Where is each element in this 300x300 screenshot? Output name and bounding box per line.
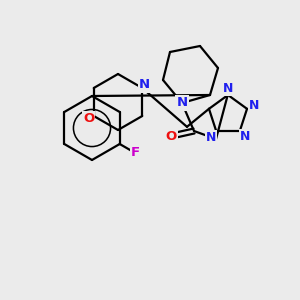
Text: N: N	[139, 79, 150, 92]
Text: N: N	[240, 130, 250, 143]
Text: F: F	[131, 146, 140, 160]
Text: O: O	[83, 112, 94, 125]
Text: N: N	[176, 97, 188, 110]
Text: N: N	[223, 82, 233, 94]
Text: N: N	[249, 99, 259, 112]
Text: N: N	[206, 131, 216, 144]
Text: O: O	[165, 130, 177, 143]
